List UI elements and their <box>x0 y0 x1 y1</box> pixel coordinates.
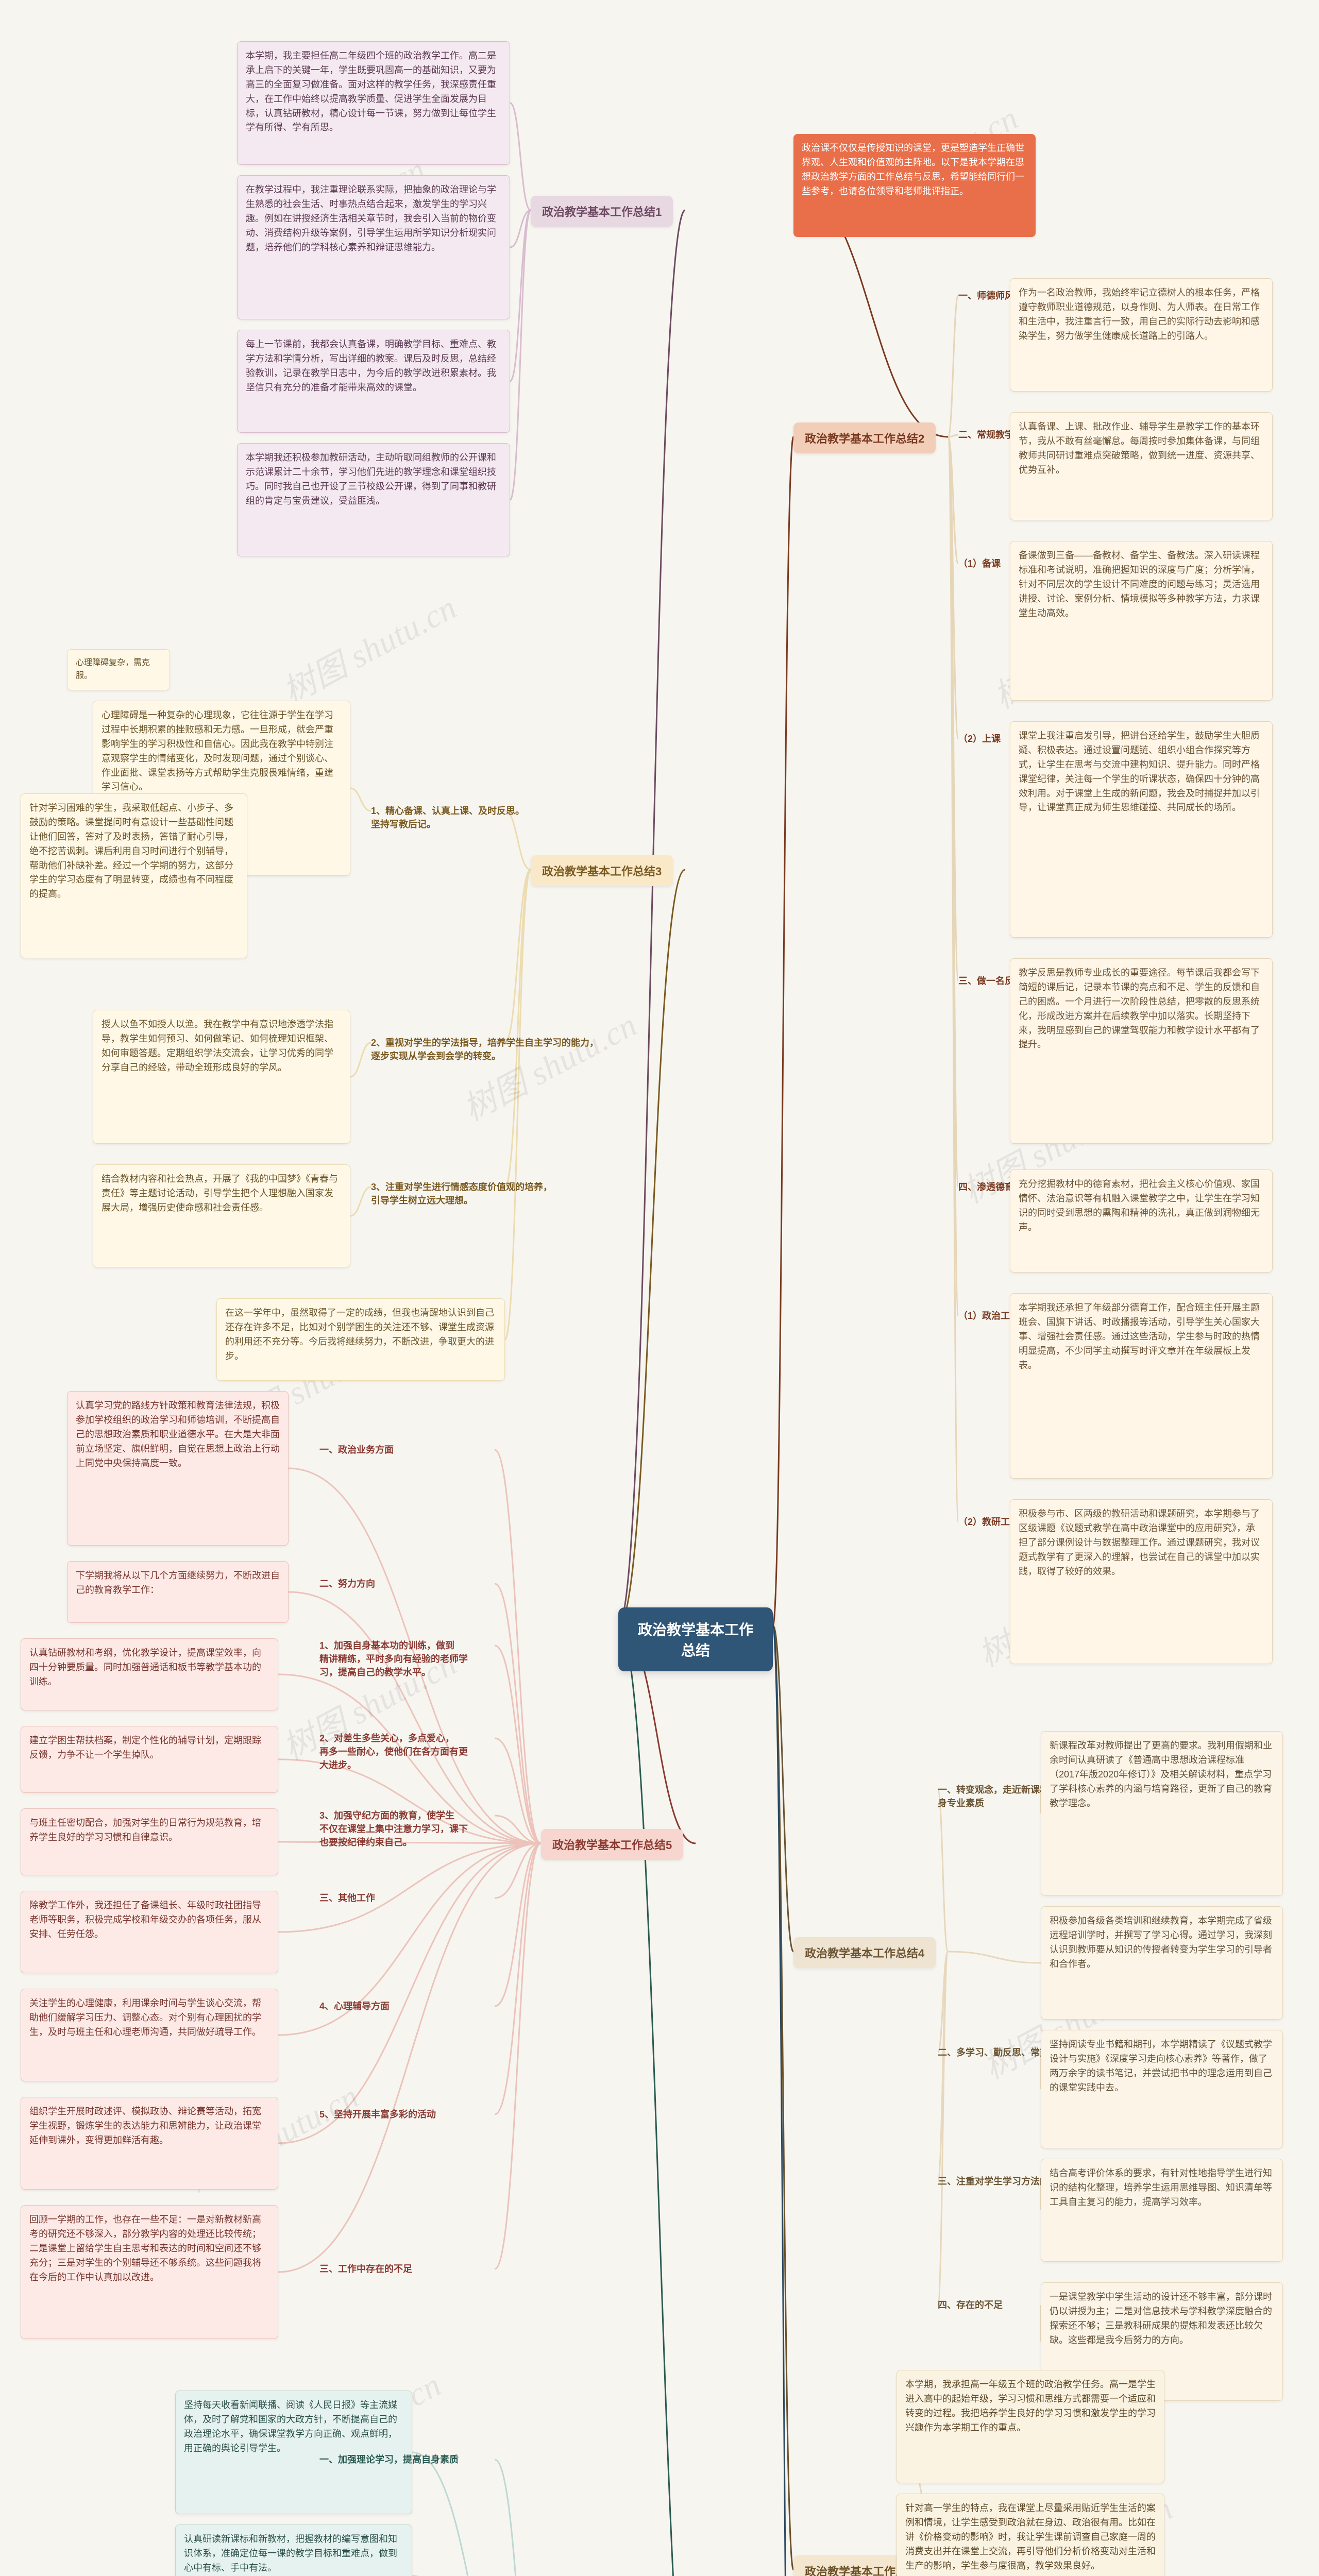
content-node: 建立学困生帮扶档案，制定个性化的辅导计划，定期跟踪反馈，力争不让一个学生掉队。 <box>21 1726 278 1793</box>
sub-label[interactable]: 3、注重对学生进行情感态度价值观的培养， 引导学生树立远大理想。 <box>371 1180 552 1207</box>
content-node: 结合教材内容和社会热点，开展了《我的中国梦》《青春与责任》等主题讨论活动，引导学… <box>93 1164 350 1267</box>
watermark: 树图 shutu.cn <box>453 999 644 1130</box>
content-node: 组织学生开展时政述评、模拟政协、辩论赛等活动，拓宽学生视野，锻炼学生的表达能力和… <box>21 2097 278 2190</box>
watermark: 树图 shutu.cn <box>273 582 464 713</box>
sub-label[interactable]: 2、对差生多些关心，多点爱心， 再多一些耐心，使他们在各方面有更 大进步。 <box>319 1731 468 1771</box>
branch-title[interactable]: 政治教学基本工作总结4 <box>793 1937 936 1968</box>
content-node: 备课做到三备——备教材、备学生、备教法。深入研读课程标准和考试说明，准确把握知识… <box>1010 541 1273 701</box>
content-node: 认真钻研教材和考纲，优化教学设计，提高课堂效率，向四十分钟要质量。同时加强普通话… <box>21 1638 278 1710</box>
branch-title[interactable]: 政治教学基本工作总结1 <box>531 196 673 227</box>
branch-intro: 政治课不仅仅是传授知识的课堂，更是塑造学生正确世界观、人生观和价值观的主阵地。以… <box>793 134 1036 237</box>
content-node: 新课程改革对教师提出了更高的要求。我利用假期和业余时间认真研读了《普通高中思想政… <box>1041 1731 1283 1896</box>
sub-label[interactable]: 4、心理辅导方面 <box>319 1999 390 2012</box>
content-node: 本学期我还承担了年级部分德育工作，配合班主任开展主题班会、国旗下讲话、时政播报等… <box>1010 1293 1273 1479</box>
sub-label[interactable]: 三、工作中存在的不足 <box>319 2262 412 2275</box>
branch-title[interactable]: 政治教学基本工作总结2 <box>793 422 936 453</box>
sub-label[interactable]: 一、加强理论学习，提高自身素质 <box>319 2452 459 2466</box>
sub-label[interactable]: 二、多学习、勤反思、常交流 <box>938 2045 1058 2059</box>
sub-label[interactable]: （2）上课 <box>958 732 1001 745</box>
content-node: 回顾一学期的工作，也存在一些不足：一是对新教材新高考的研究还不够深入，部分教学内… <box>21 2205 278 2339</box>
content-node: 在这一学年中，虽然取得了一定的成绩，但我也清醒地认识到自己还存在许多不足，比如对… <box>216 1298 505 1381</box>
content-node: 与班主任密切配合，加强对学生的日常行为规范教育，培养学生良好的学习习惯和自律意识… <box>21 1808 278 1875</box>
content-node: 积极参与市、区两级的教研活动和课题研究，本学期参与了区级课题《议题式教学在高中政… <box>1010 1499 1273 1664</box>
content-node: 作为一名政治教师，我始终牢记立德树人的根本任务，严格遵守教师职业道德规范，以身作… <box>1010 278 1273 392</box>
content-node: 关注学生的心理健康，利用课余时间与学生谈心交流，帮助他们缓解学习压力、调整心态。… <box>21 1989 278 2081</box>
side-note: 心理障碍复杂，需克服。 <box>67 649 170 690</box>
sub-label[interactable]: 二、努力方向 <box>319 1577 375 1590</box>
content-node: 每上一节课前，我都会认真备课，明确教学目标、重难点、教学方法和学情分析，写出详细… <box>237 330 510 433</box>
content-node: 坚持阅读专业书籍和期刊，本学期精读了《议题式教学设计与实施》《深度学习走向核心素… <box>1041 2030 1283 2148</box>
sub-label[interactable]: 5、坚持开展丰富多彩的活动 <box>319 2107 436 2121</box>
content-node: 认真备课、上课、批改作业、辅导学生是教学工作的基本环节，我从不敢有丝毫懈怠。每周… <box>1010 412 1273 520</box>
sub-label[interactable]: （1）备课 <box>958 556 1001 570</box>
content-node: 结合高考评价体系的要求，有针对性地指导学生进行知识的结构化整理，培养学生运用思维… <box>1041 2159 1283 2262</box>
content-node: 在教学过程中，我注重理论联系实际，把抽象的政治理论与学生熟悉的社会生活、时事热点… <box>237 175 510 319</box>
content-node: 本学期，我主要担任高二年级四个班的政治教学工作。高二是承上启下的关键一年，学生既… <box>237 41 510 165</box>
content-node: 下学期我将从以下几个方面继续努力，不断改进自己的教育教学工作： <box>67 1561 289 1623</box>
branch-title[interactable]: 政治教学基本工作总结3 <box>531 855 673 886</box>
sub-label[interactable]: 四、渗透德育 <box>958 1180 1014 1193</box>
content-node: 本学期，我承担高一年级五个班的政治教学任务。高一是学生进入高中的起始年级，学习习… <box>897 2370 1164 2483</box>
content-node: 针对高一学生的特点，我在课堂上尽量采用贴近学生生活的案例和情境，让学生感受到政治… <box>897 2494 1164 2576</box>
sub-label[interactable]: 1、精心备课、认真上课、及时反思。 坚持写教后记。 <box>371 804 525 831</box>
mindmap-canvas: 树图 shutu.cn树图 shutu.cn树图 shutu.cn树图 shut… <box>0 0 1319 2576</box>
content-node: 本学期我还积极参加教研活动，主动听取同组教师的公开课和示范课累计二十余节，学习他… <box>237 443 510 556</box>
content-node: 充分挖掘教材中的德育素材，把社会主义核心价值观、家国情怀、法治意识等有机融入课堂… <box>1010 1170 1273 1273</box>
content-node: 针对学习困难的学生，我采取低起点、小步子、多鼓励的策略。课堂提问时有意设计一些基… <box>21 793 247 958</box>
content-node: 积极参加各级各类培训和继续教育，本学期完成了省级远程培训学时，并撰写了学习心得。… <box>1041 1906 1283 2020</box>
content-node: 认真学习党的路线方针政策和教育法律法规，积极参加学校组织的政治学习和师德培训，不… <box>67 1391 289 1546</box>
sub-label[interactable]: 三、其他工作 <box>319 1891 375 1904</box>
content-node: 课堂上我注重启发引导，把讲台还给学生，鼓励学生大胆质疑、积极表达。通过设置问题链… <box>1010 721 1273 938</box>
sub-label[interactable]: 一、政治业务方面 <box>319 1443 394 1456</box>
branch-title[interactable]: 政治教学基本工作总结5 <box>541 1829 683 1860</box>
sub-label[interactable]: 1、加强自身基本功的训练，做到 精讲精练，平时多向有经验的老师学 习，提高自己的… <box>319 1638 468 1679</box>
root-node[interactable]: 政治教学基本工作总结 <box>618 1607 773 1671</box>
content-node: 除教学工作外，我还担任了备课组长、年级时政社团指导老师等职务，积极完成学校和年级… <box>21 1891 278 1973</box>
sub-label[interactable]: 3、加强守纪方面的教育，使学生 不仅在课堂上集中注意力学习，课下 也要按纪律约束… <box>319 1808 468 1849</box>
sub-label[interactable]: 四、存在的不足 <box>938 2298 1003 2311</box>
content-node: 授人以鱼不如授人以渔。我在教学中有意识地渗透学法指导，教学生如何预习、如何做笔记… <box>93 1010 350 1144</box>
sub-label[interactable]: 2、重视对学生的学法指导，培养学生自主学习的能力， 逐步实现从学会到会学的转变。 <box>371 1036 599 1062</box>
content-node: 教学反思是教师专业成长的重要途径。每节课后我都会写下简短的课后记，记录本节课的亮… <box>1010 958 1273 1144</box>
content-node: 认真研读新课标和新教材，把握教材的编写意图和知识体系，准确定位每一课的教学目标和… <box>175 2524 412 2576</box>
